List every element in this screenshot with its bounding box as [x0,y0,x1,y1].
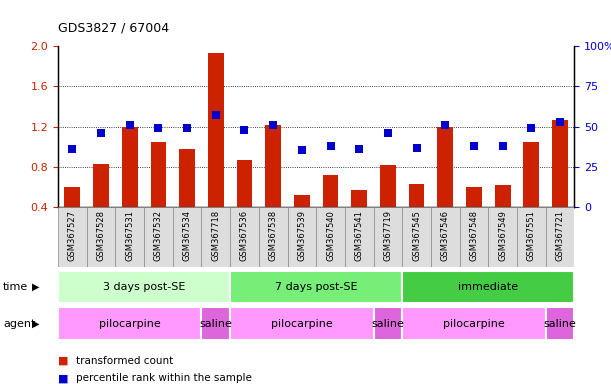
Bar [65,187,80,207]
Text: saline: saline [199,318,232,329]
Bar [402,271,574,303]
Bar [431,207,459,267]
Bar [115,207,144,267]
Bar [202,207,230,267]
Text: GSM367528: GSM367528 [97,210,106,262]
Text: saline: saline [544,318,576,329]
Point [383,130,393,136]
Bar [323,175,338,207]
Bar [495,185,511,207]
Bar [230,271,402,303]
Text: transformed count: transformed count [76,356,174,366]
Point [96,130,106,136]
Bar [466,187,482,207]
Text: ■: ■ [58,373,68,383]
Bar [236,160,252,207]
Point [326,143,335,149]
Bar [552,120,568,207]
Bar [373,307,402,340]
Point [153,125,163,131]
Point [354,146,364,152]
Text: GSM367527: GSM367527 [68,210,77,262]
Point [67,146,77,152]
Point [469,143,479,149]
Text: agent: agent [3,318,35,329]
Text: percentile rank within the sample: percentile rank within the sample [76,373,252,383]
Text: GSM367551: GSM367551 [527,210,536,261]
Bar [179,149,195,207]
Bar [173,207,202,267]
Bar [402,307,546,340]
Bar [345,207,373,267]
Text: ■: ■ [58,356,68,366]
Point [498,143,508,149]
Bar [409,184,425,207]
Text: GSM367536: GSM367536 [240,210,249,262]
Point [297,147,307,153]
Bar [259,207,288,267]
Text: GSM367532: GSM367532 [154,210,163,262]
Point [555,119,565,125]
Text: ▶: ▶ [32,282,39,292]
Text: GSM367538: GSM367538 [269,210,277,262]
Text: GSM367546: GSM367546 [441,210,450,262]
Text: GSM367718: GSM367718 [211,210,221,262]
Text: immediate: immediate [458,282,518,292]
Text: GDS3827 / 67004: GDS3827 / 67004 [58,22,169,35]
Text: GSM367721: GSM367721 [555,210,565,262]
Bar [437,127,453,207]
Text: pilocarpine: pilocarpine [99,318,161,329]
Text: 7 days post-SE: 7 days post-SE [275,282,357,292]
Bar [373,207,402,267]
Point [527,125,536,131]
Bar [58,207,87,267]
Bar [294,195,310,207]
Bar [144,207,173,267]
Text: 3 days post-SE: 3 days post-SE [103,282,185,292]
Text: pilocarpine: pilocarpine [271,318,333,329]
Point [268,122,278,128]
Bar [58,307,202,340]
Point [211,111,221,118]
Point [182,125,192,131]
Bar [122,127,137,207]
Text: pilocarpine: pilocarpine [443,318,505,329]
Bar [230,307,373,340]
Bar [208,53,224,207]
Point [125,122,134,128]
Text: GSM367548: GSM367548 [469,210,478,262]
Bar [93,164,109,207]
Bar [351,190,367,207]
Text: GSM367531: GSM367531 [125,210,134,262]
Point [240,127,249,133]
Bar [546,307,574,340]
Bar [265,125,281,207]
Text: GSM367539: GSM367539 [298,210,306,262]
Text: time: time [3,282,28,292]
Bar [316,207,345,267]
Bar [517,207,546,267]
Text: GSM367549: GSM367549 [498,210,507,261]
Text: GSM367545: GSM367545 [412,210,421,261]
Text: GSM367719: GSM367719 [383,210,392,262]
Bar [524,142,539,207]
Text: ▶: ▶ [32,318,39,329]
Bar [150,142,166,207]
Point [441,122,450,128]
Point [412,145,422,151]
Bar [58,271,230,303]
Text: GSM367534: GSM367534 [183,210,192,262]
Bar [488,207,517,267]
Bar [230,207,259,267]
Bar [459,207,488,267]
Bar [202,307,230,340]
Text: GSM367541: GSM367541 [355,210,364,261]
Text: saline: saline [371,318,404,329]
Bar [288,207,316,267]
Bar [380,165,396,207]
Text: GSM367540: GSM367540 [326,210,335,261]
Bar [546,207,574,267]
Bar [402,207,431,267]
Bar [87,207,115,267]
